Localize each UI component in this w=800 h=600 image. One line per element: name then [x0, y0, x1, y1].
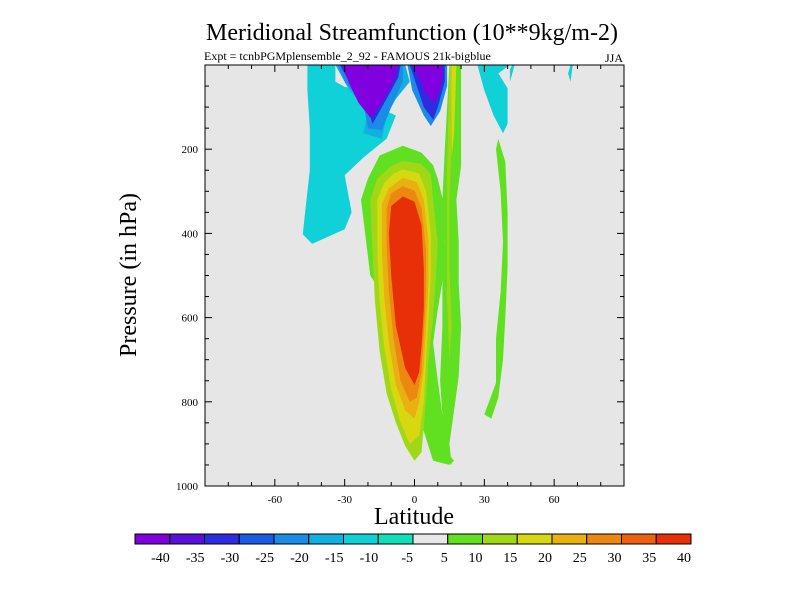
contour-region--10-9: [477, 65, 510, 134]
colorbar-label--40: -40: [151, 551, 170, 566]
colorbar-label--10: -10: [360, 551, 379, 566]
colorbar-swatch-40: [655, 533, 692, 545]
y-tick-label-600: 600: [182, 313, 199, 325]
colorbar-swatch--10: [343, 533, 379, 545]
contour-fills: [302, 65, 573, 465]
colorbar-label--25: -25: [255, 551, 274, 566]
contour-region--40-8: [412, 65, 443, 103]
colorbar-label--30: -30: [221, 551, 240, 566]
contour-region-40-17: [388, 196, 424, 385]
x-tick-label--60: -60: [267, 494, 282, 506]
colorbar: -40 -35 -30 -25 -20 -15 -10 -5 5 10 15 20 25 30 35 40: [134, 533, 692, 566]
y-axis: 200 400 600 800 1000: [176, 64, 624, 493]
contour-region-10-18: [440, 65, 462, 465]
colorbar-label-40: 40: [677, 551, 691, 566]
chart-subtitle-right: JJA: [605, 51, 623, 65]
colorbar-swatch-35: [621, 533, 657, 545]
colorbar-swatch--25: [238, 533, 275, 545]
colorbar-swatch-15: [482, 533, 518, 545]
colorbar-swatch--40: [134, 533, 171, 545]
colorbar-label-10: 10: [469, 551, 483, 566]
colorbar-swatch-25: [551, 533, 588, 545]
contour-region--40-5: [342, 65, 399, 118]
x-tick-label--30: -30: [337, 494, 352, 506]
contour-region-15-19: [447, 65, 455, 360]
chart-subtitle-left: Expt = tcnbPGMplensemble_2_92 - FAMOUS 2…: [204, 49, 491, 63]
y-tick-label-200: 200: [182, 144, 199, 156]
colorbar-swatch--20: [273, 533, 310, 545]
y-axis-label: Pressure (in hPa): [116, 193, 142, 357]
colorbar-label--20: -20: [290, 551, 309, 566]
colorbar-label-30: 30: [608, 551, 622, 566]
chart-title: Meridional Streamfunction (10**9kg/m-2): [206, 20, 618, 46]
x-tick-label-30: 30: [479, 494, 491, 506]
colorbar-swatch--15: [308, 533, 344, 545]
colorbar-swatch-10: [447, 533, 483, 545]
y-tick-label-1000: 1000: [176, 481, 199, 493]
contour-region--10-11: [568, 65, 573, 82]
colorbar-label-35: 35: [642, 551, 656, 566]
contour-region-20-20: [451, 65, 457, 158]
colorbar-swatch-5: [412, 533, 449, 545]
x-axis-label: Latitude: [374, 504, 454, 530]
y-tick-label-400: 400: [182, 228, 199, 240]
colorbar-label-20: 20: [538, 551, 552, 566]
colorbar-label--35: -35: [186, 551, 205, 566]
colorbar-label-25: 25: [573, 551, 587, 566]
colorbar-label--5: -5: [401, 551, 413, 566]
colorbar-label-5: 5: [441, 551, 448, 566]
colorbar-label--15: -15: [325, 551, 344, 566]
y-tick-label-800: 800: [182, 397, 199, 409]
x-tick-label-0: 0: [412, 494, 418, 506]
colorbar-swatch-20: [516, 533, 553, 545]
colorbar-swatch-30: [586, 533, 622, 545]
colorbar-label-15: 15: [503, 551, 517, 566]
x-tick-label-60: 60: [549, 494, 561, 506]
contour-region--10-10: [509, 65, 515, 82]
colorbar-swatch--30: [204, 533, 240, 545]
x-axis: -60 -30 0 30 60: [204, 65, 625, 506]
colorbar-swatch--5: [377, 533, 414, 545]
contour-region-10-21: [484, 138, 508, 419]
colorbar-swatch--35: [169, 533, 205, 545]
